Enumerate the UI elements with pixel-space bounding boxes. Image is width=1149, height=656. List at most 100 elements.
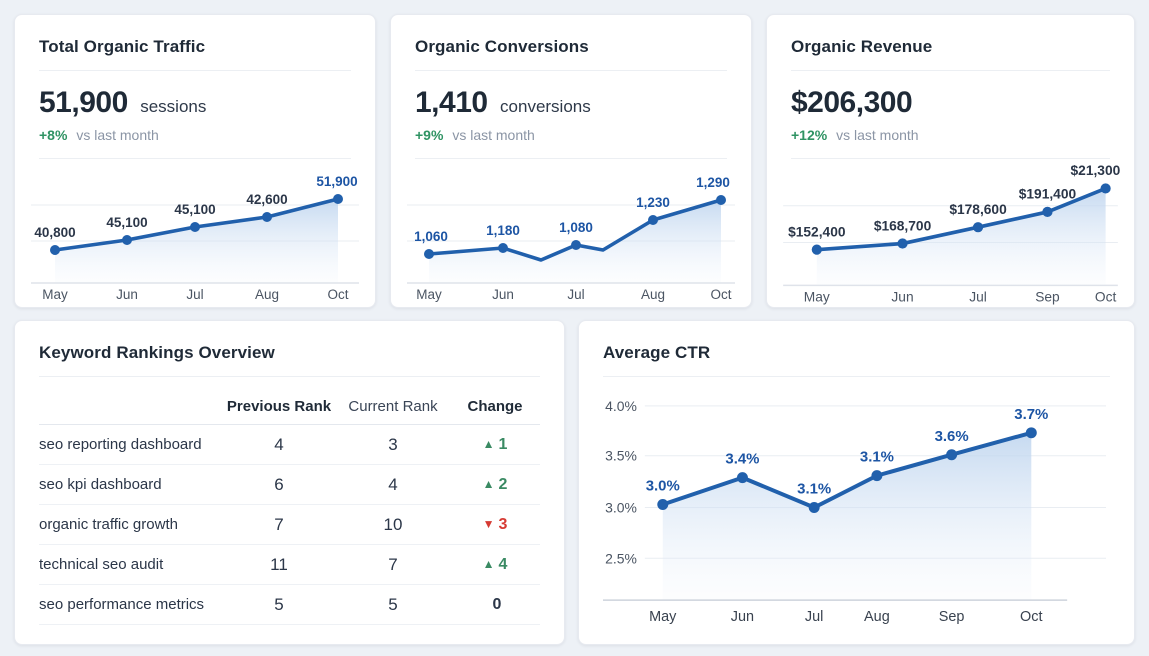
svg-text:Jul: Jul (805, 609, 823, 625)
kpi-delta-label: vs last month (76, 127, 159, 143)
kpi-unit-conversions: conversions (500, 97, 591, 116)
card-title-keyword-rankings: Keyword Rankings Overview (39, 343, 275, 362)
divider (603, 376, 1110, 377)
divider (415, 158, 727, 159)
current-rank-cell: 3 (388, 434, 398, 454)
svg-text:1,290: 1,290 (696, 175, 730, 190)
previous-rank-cell: 7 (274, 514, 284, 534)
svg-text:45,100: 45,100 (174, 202, 215, 217)
svg-text:Jul: Jul (186, 287, 203, 302)
previous-rank-cell: 4 (274, 434, 284, 454)
previous-rank-cell: 11 (270, 554, 288, 574)
svg-text:Jun: Jun (731, 609, 754, 625)
svg-text:4.0%: 4.0% (605, 398, 637, 414)
kpi-delta-label: vs last month (452, 127, 535, 143)
rank-down-icon: ▼ (482, 516, 495, 531)
keyword-cell: seo reporting dashboard (39, 436, 202, 453)
divider (791, 158, 1110, 159)
kpi-value-sessions: 51,900 (39, 86, 128, 119)
svg-text:40,800: 40,800 (34, 225, 75, 240)
svg-text:Sep: Sep (1035, 290, 1060, 305)
svg-text:$21,300: $21,300 (1071, 163, 1121, 178)
svg-text:$191,400: $191,400 (1019, 187, 1077, 202)
svg-text:3.6%: 3.6% (935, 428, 969, 445)
keyword-cell: seo kpi dashboard (39, 476, 162, 493)
kpi-delta-label: vs last month (836, 127, 919, 143)
change-cell: ▲ 2 (450, 476, 540, 494)
kpi-row: Total Organic Traffic 51,900 sessions +8… (14, 14, 1135, 308)
svg-text:3.0%: 3.0% (605, 499, 637, 515)
current-rank-cell: 10 (383, 514, 403, 534)
change-value: 0 (492, 595, 502, 613)
kpi-card-organic-conversions: Organic Conversions 1,410 conversions +9… (390, 14, 752, 308)
kpi-value-revenue: $206,300 (791, 86, 913, 119)
svg-text:1,060: 1,060 (414, 229, 448, 244)
column-header-previous-rank: Previous Rank (226, 398, 332, 415)
svg-text:45,100: 45,100 (106, 215, 147, 230)
keyword-cell: organic traffic growth (39, 516, 178, 533)
svg-text:1,180: 1,180 (486, 223, 520, 238)
svg-text:3.5%: 3.5% (605, 448, 637, 464)
svg-text:3.1%: 3.1% (797, 481, 831, 498)
divider (415, 70, 727, 71)
table-header-row: Previous Rank Current Rank Change (39, 389, 540, 425)
table-row: seo performance metrics 5 5 0 (39, 585, 540, 625)
svg-text:1,230: 1,230 (636, 195, 670, 210)
average-ctr-chart: 4.0% 3.5% 3.0% 2.5% 3.0% May 3.4% Jun 3.1% Jul 3.1… (603, 385, 1110, 632)
previous-rank-cell: 5 (274, 594, 284, 614)
svg-text:3.0%: 3.0% (646, 478, 680, 495)
kpi-delta-traffic: +8% (39, 127, 68, 143)
svg-text:3.4%: 3.4% (725, 451, 759, 468)
svg-text:Aug: Aug (641, 287, 665, 302)
svg-text:2.5%: 2.5% (605, 550, 637, 566)
card-title-average-ctr: Average CTR (603, 343, 711, 362)
organic-revenue-trend-chart: $152,400 May $168,700 Jun $178,600 Jul $191,40… (777, 163, 1124, 308)
divider (39, 70, 351, 71)
svg-text:$168,700: $168,700 (874, 218, 932, 233)
svg-text:Aug: Aug (255, 287, 279, 302)
current-rank-cell: 4 (388, 474, 398, 494)
card-title-organic-conversions: Organic Conversions (415, 37, 589, 56)
svg-text:May: May (649, 609, 677, 625)
table-row: seo kpi dashboard 6 4 ▲ 2 (39, 465, 540, 505)
rank-up-icon: ▲ (482, 556, 495, 571)
table-row: seo reporting dashboard 4 3 ▲ 1 (39, 425, 540, 465)
kpi-card-organic-traffic: Total Organic Traffic 51,900 sessions +8… (14, 14, 376, 308)
current-rank-cell: 7 (388, 554, 398, 574)
svg-text:Jun: Jun (492, 287, 514, 302)
organic-traffic-trend-chart: 40,800 May 45,100 Jun 45,100 Jul 42,600 Aug 51,9… (25, 167, 365, 305)
change-cell: ▲ 4 (450, 556, 540, 574)
kpi-delta-conversions: +9% (415, 127, 444, 143)
svg-text:Jul: Jul (567, 287, 584, 302)
divider (39, 158, 351, 159)
keyword-rankings-table: Previous Rank Current Rank Change seo re… (39, 389, 540, 625)
kpi-card-organic-revenue: Organic Revenue $206,300 +12% vs last mo… (766, 14, 1135, 308)
previous-rank-cell: 6 (274, 474, 284, 494)
svg-text:Aug: Aug (864, 609, 890, 625)
organic-conversions-trend-chart: 1,060 May 1,180 Jun 1,080 Jul 1,230 Aug 1,290 Oct (401, 167, 741, 305)
svg-text:Jun: Jun (891, 290, 913, 305)
column-header-current-rank: Current Rank (348, 398, 438, 415)
kpi-value-conversions: 1,410 (415, 86, 488, 119)
svg-text:Oct: Oct (1095, 290, 1117, 305)
card-title-organic-traffic: Total Organic Traffic (39, 37, 206, 56)
keyword-cell: technical seo audit (39, 556, 164, 573)
rank-up-icon: ▲ (482, 436, 495, 451)
svg-text:May: May (42, 287, 68, 302)
current-rank-cell: 5 (388, 594, 398, 614)
column-header-change: Change (467, 398, 523, 415)
kpi-delta-revenue: +12% (791, 127, 828, 143)
svg-text:51,900: 51,900 (316, 174, 357, 189)
svg-text:3.1%: 3.1% (860, 449, 894, 466)
change-value: 4 (498, 555, 508, 573)
svg-text:Oct: Oct (1020, 609, 1042, 625)
keyword-rankings-card: Keyword Rankings Overview Previous Rank … (14, 320, 565, 645)
divider (791, 70, 1110, 71)
change-value: 2 (498, 475, 508, 493)
table-row: technical seo audit 11 7 ▲ 4 (39, 545, 540, 585)
change-value: 1 (498, 435, 508, 453)
change-cell: 0 (450, 596, 540, 614)
average-ctr-card: Average CTR 4.0% 3.5% 3.0% 2.5% 3.0% May 3.4% J… (578, 320, 1135, 645)
change-cell: ▼ 3 (450, 516, 540, 534)
